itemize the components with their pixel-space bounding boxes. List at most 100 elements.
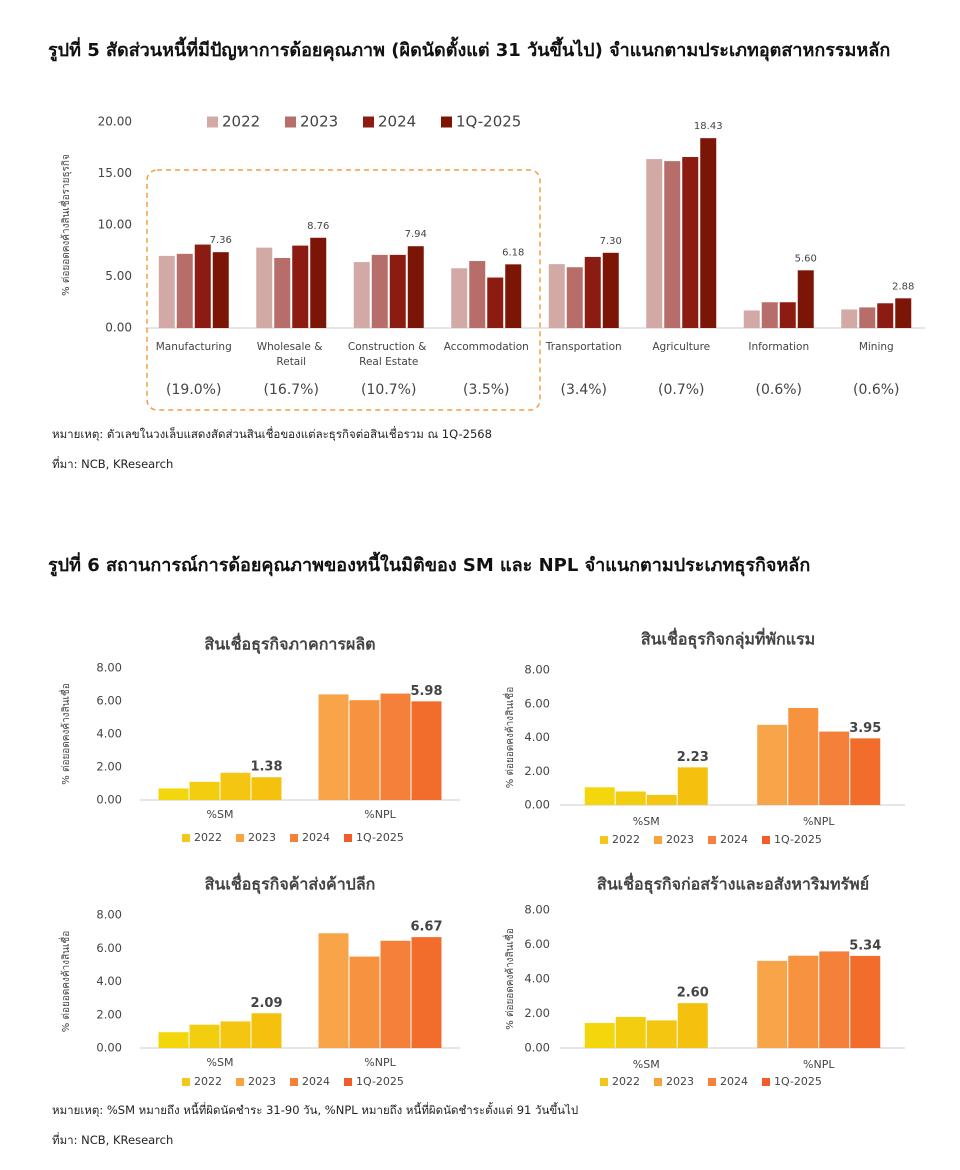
bar: [877, 303, 894, 328]
bar: [664, 161, 681, 328]
y-tick-label: 0.00: [96, 793, 122, 807]
bar: [548, 264, 565, 328]
bar: [220, 772, 251, 800]
y-tick-label: 8.00: [524, 663, 550, 677]
bar: [788, 707, 819, 805]
x-tick-label: Manufacturing: [156, 341, 232, 353]
value-label: 18.43: [694, 121, 723, 132]
legend-swatch: [363, 116, 374, 128]
legend-swatch: [182, 1078, 190, 1086]
x-tick-label: %SM: [207, 1056, 234, 1069]
bar: [310, 237, 327, 328]
share-label: (0.6%): [756, 382, 803, 398]
value-label: 5.98: [410, 684, 442, 699]
bar: [158, 1032, 189, 1048]
legend-swatch: [441, 116, 452, 128]
legend-swatch: [236, 1078, 244, 1086]
share-label: (0.7%): [658, 382, 705, 398]
y-axis-label: % ต่อยอดคงค้างสินเชื่อ: [502, 687, 516, 788]
legend-swatch: [290, 834, 298, 842]
source: ที่มา: NCB, KResearch: [52, 457, 174, 471]
share-label: (0.6%): [853, 382, 900, 398]
value-label: 2.88: [892, 281, 914, 292]
legend-label: 1Q-2025: [774, 833, 822, 846]
legend-label: 2022: [194, 1075, 222, 1088]
share-label: (16.7%): [264, 382, 319, 398]
legend-label: 1Q-2025: [356, 831, 404, 844]
value-label: 7.94: [405, 229, 427, 240]
share-label: (10.7%): [361, 382, 416, 398]
legend-label: 1Q-2025: [774, 1075, 822, 1088]
legend-swatch: [207, 116, 218, 128]
bar: [646, 794, 677, 805]
value-label: 6.67: [410, 920, 442, 935]
bar: [779, 302, 796, 328]
y-tick-label: 15.00: [98, 166, 132, 180]
legend-label: 1Q-2025: [456, 113, 521, 131]
bar: [850, 738, 881, 805]
legend-label: 2023: [300, 113, 338, 131]
share-label: (3.4%): [561, 382, 608, 398]
bar: [274, 257, 291, 328]
x-tick-label: Construction & Real Estate: [348, 341, 430, 368]
note: หมายเหตุ: %SM หมายถึง หนี้ที่ผิดนัดชำระ …: [52, 1103, 579, 1117]
legend-label: 2024: [720, 1075, 748, 1088]
legend-swatch: [708, 1078, 716, 1086]
y-tick-label: 6.00: [96, 941, 122, 955]
legend-swatch: [290, 1078, 298, 1086]
y-tick-label: 0.00: [524, 1041, 550, 1055]
bar: [292, 245, 309, 328]
bar: [859, 307, 876, 328]
bar: [220, 1021, 251, 1048]
bar: [646, 1020, 677, 1048]
legend-label: 2022: [612, 833, 640, 846]
bar: [411, 937, 442, 1048]
note: หมายเหตุ: ตัวเลขในวงเล็บแสดงสัดส่วนสินเช…: [52, 427, 492, 441]
legend-label: 2024: [302, 1075, 330, 1088]
bar: [194, 244, 211, 328]
chart-title: สินเชื่อธุรกิจค้าส่งค้าปลีก: [204, 873, 375, 895]
x-tick-label: %NPL: [364, 1056, 396, 1069]
value-label: 5.60: [795, 253, 817, 264]
bar: [256, 247, 273, 328]
y-tick-label: 4.00: [96, 974, 122, 988]
legend-swatch: [600, 1078, 608, 1086]
y-axis-label: % ต่อยอดคงค้างสินเชื่อรายธุรกิจ: [58, 154, 72, 296]
bar: [819, 951, 850, 1048]
x-tick-label: %NPL: [364, 808, 396, 821]
x-tick-label: %NPL: [803, 1058, 835, 1071]
y-tick-label: 4.00: [524, 972, 550, 986]
legend-swatch: [236, 834, 244, 842]
bar: [411, 701, 442, 800]
bar: [189, 1024, 220, 1048]
bar: [189, 781, 220, 800]
y-tick-label: 8.00: [96, 661, 122, 675]
chart-title: สินเชื่อธุรกิจภาคการผลิต: [204, 633, 375, 655]
highlight-box: [146, 169, 541, 411]
legend-label: 2023: [666, 833, 694, 846]
bar: [380, 940, 411, 1048]
y-tick-label: 6.00: [96, 694, 122, 708]
bar: [841, 309, 858, 328]
bar: [158, 788, 189, 800]
value-label: 8.76: [307, 221, 329, 232]
legend-swatch: [708, 836, 716, 844]
share-label: (3.5%): [463, 382, 510, 398]
legend-swatch: [762, 836, 770, 844]
legend-label: 1Q-2025: [356, 1075, 404, 1088]
source: ที่มา: NCB, KResearch: [52, 1133, 174, 1147]
bar: [349, 956, 380, 1048]
value-label: 5.34: [849, 938, 881, 953]
x-tick-label: Information: [748, 341, 809, 353]
bar: [353, 262, 370, 328]
value-label: 1.38: [250, 760, 282, 775]
bar: [469, 261, 486, 328]
y-tick-label: 2.00: [96, 1007, 122, 1021]
legend-label: 2023: [248, 1075, 276, 1088]
bar: [850, 955, 881, 1048]
y-tick-label: 6.00: [524, 937, 550, 951]
chart-title: สินเชื่อธุรกิจก่อสร้างและอสังหาริมทรัพย์: [597, 873, 869, 895]
y-tick-label: 2.00: [524, 764, 550, 778]
bar: [895, 298, 912, 328]
